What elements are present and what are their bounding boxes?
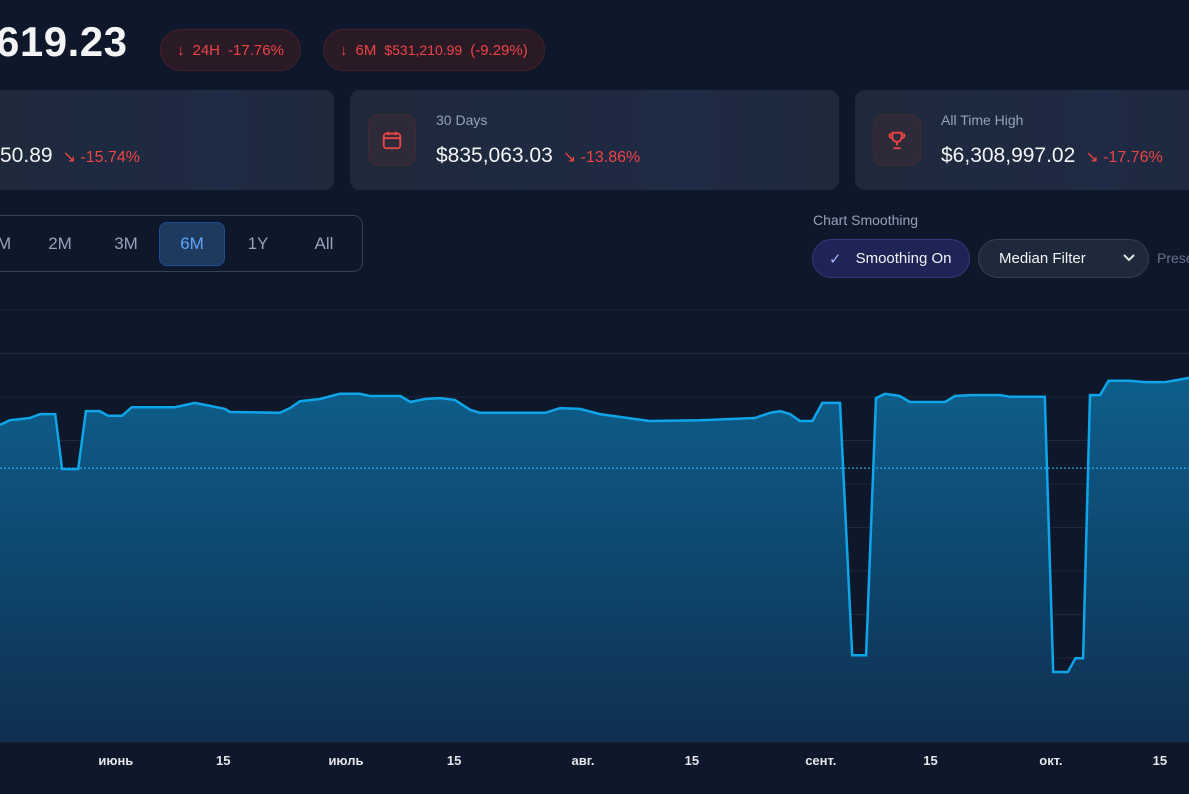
card-value: 50.89 bbox=[0, 144, 53, 167]
filter-select-value: Median Filter bbox=[999, 250, 1086, 267]
card-change-text: -15.74% bbox=[80, 149, 141, 166]
card-label: 30 Days bbox=[436, 112, 488, 128]
x-tick-label: июль bbox=[328, 753, 363, 768]
range-3m[interactable]: 3M bbox=[114, 233, 138, 253]
x-tick-label: авг. bbox=[572, 753, 595, 768]
arrow-down-icon: ↓ bbox=[340, 41, 348, 59]
smoothing-toggle[interactable]: ✓ Smoothing On bbox=[812, 239, 970, 278]
badge-amount: $531,210.99 bbox=[384, 42, 463, 58]
trophy-icon bbox=[873, 114, 921, 166]
x-tick-label: 15 bbox=[923, 753, 937, 768]
filter-select[interactable]: Median Filter bbox=[978, 239, 1149, 278]
range-1y[interactable]: 1Y bbox=[247, 233, 269, 253]
x-tick-label: 15 bbox=[1153, 753, 1167, 768]
card-label: All Time High bbox=[941, 112, 1024, 128]
card-change: ↘ -15.74% bbox=[63, 147, 140, 167]
card-change: ↘ -13.86% bbox=[563, 147, 640, 167]
x-tick-label: 15 bbox=[447, 753, 461, 768]
badge-change: -17.76% bbox=[228, 41, 284, 59]
chart-line-smoothed[interactable] bbox=[0, 376, 1189, 674]
change-badge-24h: ↓ 24H -17.76% bbox=[160, 29, 301, 71]
range-all[interactable]: All bbox=[314, 233, 334, 253]
calendar-icon bbox=[368, 114, 416, 166]
trend-down-icon: ↘ bbox=[1085, 149, 1099, 166]
trend-down-icon: ↘ bbox=[562, 149, 577, 166]
x-tick-label: окт. bbox=[1039, 753, 1062, 768]
price-chart: июнь 15 июль 15 авг. 15 сент. 15 окт. 15 bbox=[0, 309, 1189, 768]
range-6m[interactable]: 6M bbox=[159, 221, 225, 266]
badge-period: 6M bbox=[355, 41, 377, 59]
card-value: $6,308,997.02 bbox=[941, 144, 1076, 167]
card-change: ↘ -17.76% bbox=[1085, 147, 1162, 167]
x-tick-label: июнь bbox=[98, 753, 133, 768]
stat-card-30d: 30 Days $835,063.03 ↘ -13.86% bbox=[350, 90, 839, 190]
check-icon: ✓ bbox=[829, 250, 842, 268]
change-badge-6m: ↓ 6M $531,210.99 (-9.29%) bbox=[323, 29, 545, 71]
range-2m[interactable]: 2M bbox=[48, 233, 72, 253]
chart-area-fill bbox=[0, 377, 1189, 742]
preset-label: Prese bbox=[1157, 250, 1189, 266]
x-tick-label: 15 bbox=[685, 753, 699, 768]
current-price: 619.23 bbox=[0, 18, 128, 65]
smoothing-title: Chart Smoothing bbox=[813, 212, 919, 228]
x-tick-label: сент. bbox=[805, 753, 836, 768]
card-change-text: -17.76% bbox=[1103, 149, 1163, 166]
stat-card-ath: All Time High $6,308,997.02 ↘ -17.76% bbox=[855, 90, 1189, 190]
chevron-down-icon bbox=[1122, 250, 1136, 268]
smoothing-toggle-label: Smoothing On bbox=[855, 250, 952, 267]
x-tick-label: 15 bbox=[216, 753, 230, 768]
time-range-selector: M 2M 3M 6M 1Y All bbox=[0, 215, 363, 272]
card-change-text: -13.86% bbox=[580, 149, 641, 166]
badge-period: 24H bbox=[192, 41, 221, 59]
arrow-down-icon: ↓ bbox=[177, 41, 185, 59]
range-1m[interactable]: M bbox=[0, 233, 12, 253]
trend-down-icon: ↘ bbox=[62, 149, 76, 166]
stat-card-7d: 50.89 ↘ -15.74% bbox=[0, 90, 334, 190]
badge-change: (-9.29%) bbox=[470, 41, 528, 59]
card-value: $835,063.03 bbox=[436, 144, 553, 167]
